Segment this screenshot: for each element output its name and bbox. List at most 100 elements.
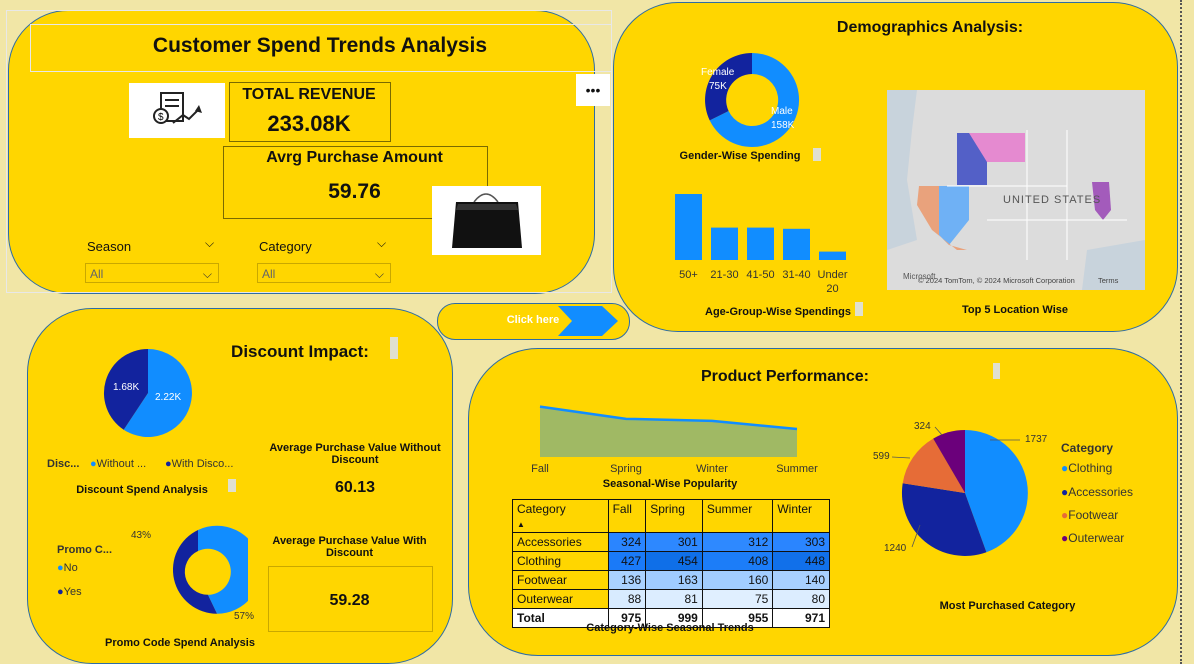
column-header[interactable]: Spring <box>645 499 703 533</box>
avg-with-label: Average Purchase Value With Discount <box>272 535 427 559</box>
discount-slice-without[interactable] <box>123 349 192 437</box>
avg-with-card <box>268 566 433 632</box>
age-bar-2[interactable] <box>747 227 774 260</box>
avg-purchase-label: Avrg Purchase Amount <box>266 149 443 166</box>
shopping-bag-tile <box>432 186 541 255</box>
column-header[interactable]: Summer <box>701 499 774 533</box>
header-frame <box>6 10 612 293</box>
avg-purchase-value: 59.76 <box>328 180 381 203</box>
svg-text:$: $ <box>158 112 164 123</box>
total-value-cell: 971 <box>772 608 830 628</box>
value-cell: 163 <box>645 570 703 590</box>
value-cell: 136 <box>607 570 647 590</box>
table-row[interactable]: Footwear 136 163 160 140 <box>512 570 830 590</box>
legend-dot-icon: ● <box>165 458 172 470</box>
discount-legend-with[interactable]: ●With Disco... <box>165 458 234 470</box>
gender-female-value: 75K <box>709 81 727 92</box>
season-dropdown-value: All <box>90 267 104 281</box>
category-dropdown-value: All <box>262 267 276 281</box>
map-terms-link[interactable]: Terms <box>1098 276 1119 285</box>
column-header[interactable]: Winter <box>772 499 830 533</box>
total-revenue-card <box>229 82 391 142</box>
avg-with-value: 59.28 <box>329 592 370 609</box>
pie-label-footwear: 599 <box>873 451 890 462</box>
map-region-nevada[interactable] <box>939 186 969 245</box>
map-region-idaho[interactable] <box>957 133 987 185</box>
legend-item-outerwear[interactable]: ●Outerwear <box>1061 531 1125 545</box>
promo-donut-chart[interactable] <box>148 524 248 624</box>
age-tick-label: 21-30 <box>710 269 738 281</box>
age-tick-label: Under <box>818 269 848 281</box>
value-cell: 427 <box>607 551 647 571</box>
value-cell: 448 <box>772 551 830 571</box>
gender-slice-female[interactable] <box>705 53 752 121</box>
legend-dot-icon: ● <box>57 562 64 574</box>
category-slice-accessories[interactable] <box>901 483 987 556</box>
season-dropdown[interactable]: All ⌵ <box>85 263 219 283</box>
seasonal-area-chart[interactable]: Fall Spring Winter Summer <box>520 395 820 483</box>
table-row[interactable]: Accessories 324 301 312 303 <box>512 532 830 552</box>
table-row[interactable]: Outerwear 88 81 75 80 <box>512 589 830 609</box>
value-cell: 88 <box>607 589 647 609</box>
legend-dot-icon: ● <box>90 458 97 470</box>
legend-item-accessories[interactable]: ●Accessories <box>1061 485 1133 499</box>
row-category-cell: Outerwear <box>512 589 609 609</box>
promo-legend-yes[interactable]: ●Yes <box>57 586 82 598</box>
promo-slice-yes[interactable] <box>172 530 217 614</box>
legend-item-clothing[interactable]: ●Clothing <box>1061 461 1113 475</box>
map-copyright: © 2024 TomTom, © 2024 Microsoft Corporat… <box>918 276 1075 285</box>
total-revenue-label: TOTAL REVENUE <box>242 86 376 103</box>
age-bar-chart[interactable]: 50+ 21-30 41-50 31-40 Under 20 <box>668 180 858 300</box>
map-region-illinois[interactable] <box>1092 182 1111 220</box>
age-bar-1[interactable] <box>711 227 738 260</box>
gender-slice-male[interactable] <box>709 52 800 147</box>
seasonal-chart-title: Seasonal-Wise Popularity <box>602 478 738 490</box>
arrow-right-icon <box>558 306 618 336</box>
title-box <box>30 24 612 72</box>
map-brand-label: Microsoft <box>903 272 936 281</box>
gender-chart-title: Gender-Wise Spending <box>679 150 801 162</box>
location-map[interactable]: UNITED STATES Microsoft © 2024 TomTom, ©… <box>887 90 1145 290</box>
total-value-cell: 955 <box>701 608 774 628</box>
value-cell: 140 <box>772 570 830 590</box>
age-bar-0[interactable] <box>675 194 702 260</box>
discount-slice-with[interactable] <box>103 349 148 430</box>
category-slice-outerwear[interactable] <box>933 430 965 493</box>
table-header-row: Category ▲ Fall Spring Summer Winter <box>512 499 830 533</box>
category-dropdown[interactable]: All ⌵ <box>257 263 391 283</box>
legend-dot-icon: ● <box>1061 485 1069 499</box>
category-pie-chart[interactable] <box>880 415 1050 575</box>
promo-slice-no[interactable] <box>198 525 248 614</box>
us-map-graphic <box>887 90 1145 290</box>
promo-legend-no[interactable]: ●No <box>57 562 78 574</box>
promo-pct-yes: 43% <box>131 530 152 541</box>
legend-item-footwear[interactable]: ●Footwear <box>1061 508 1119 522</box>
category-collapse-chevron-icon[interactable]: ⌵ <box>377 236 387 250</box>
age-bar-3[interactable] <box>783 228 810 260</box>
legend-dot-icon: ● <box>1061 531 1069 545</box>
season-tick-label: Summer <box>776 463 818 475</box>
category-legend-title: Category <box>1061 441 1114 455</box>
gender-donut-chart[interactable] <box>690 48 815 158</box>
column-header[interactable]: Category ▲ <box>512 499 609 533</box>
discount-legend-title: Disc... <box>47 458 80 470</box>
category-slice-footwear[interactable] <box>902 438 965 493</box>
seasonal-area-fill <box>540 406 797 457</box>
promo-chart-title: Promo Code Spend Analysis <box>105 637 255 649</box>
category-slice-clothing[interactable] <box>965 430 1028 553</box>
total-label-cell: Total <box>512 608 609 628</box>
category-filter-label: Category <box>259 239 312 254</box>
table-row[interactable]: Clothing 427 454 408 448 <box>512 551 830 571</box>
click-here-button[interactable]: Click here <box>437 303 630 340</box>
map-region-california[interactable] <box>917 186 967 250</box>
age-tick-label: 41-50 <box>746 269 774 281</box>
age-bar-4[interactable] <box>819 251 846 260</box>
pie-label-accessories: 1240 <box>884 543 907 554</box>
season-collapse-chevron-icon[interactable]: ⌵ <box>205 236 215 250</box>
row-category-cell: Footwear <box>512 570 609 590</box>
discount-legend-without[interactable]: ●Without ... <box>90 458 147 470</box>
column-header[interactable]: Fall <box>607 499 647 533</box>
seasonal-line[interactable] <box>539 405 798 431</box>
discount-pie-chart[interactable] <box>98 343 198 443</box>
more-options-button[interactable]: ••• <box>576 74 610 106</box>
